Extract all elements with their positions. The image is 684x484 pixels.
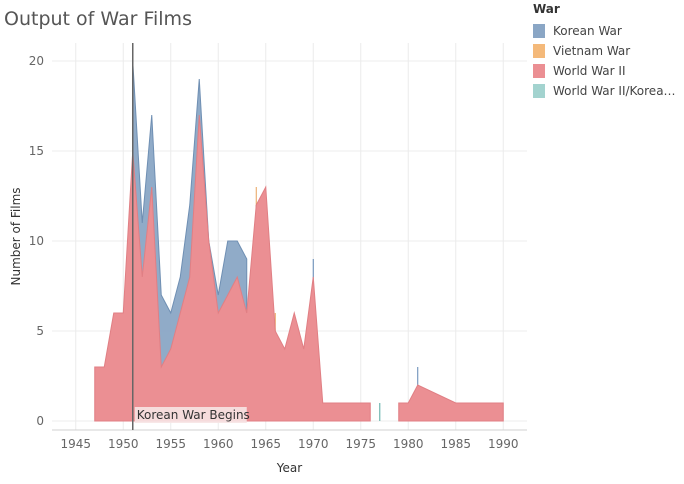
legend-item-vietnam-war[interactable]: Vietnam War (533, 41, 683, 61)
legend-swatch (533, 24, 545, 38)
area-world-war-ii (94, 114, 371, 422)
legend-label: World War II/Korean .. (553, 84, 681, 98)
x-tick-label: 1970 (298, 437, 329, 451)
x-tick-label: 1945 (60, 437, 91, 451)
chart-title: Output of War Films (4, 8, 192, 30)
legend-item-korean-war[interactable]: Korean War (533, 21, 683, 41)
legend-swatch (533, 84, 545, 98)
legend: War Korean War Vietnam War World War II … (533, 2, 683, 101)
y-tick-label: 5 (36, 324, 44, 338)
x-tick-label: 1980 (393, 437, 424, 451)
legend-label: World War II (553, 64, 626, 78)
legend-label: Korean War (553, 24, 622, 38)
x-tick-label: 1960 (203, 437, 234, 451)
x-tick-label: 1990 (488, 437, 519, 451)
x-tick-label: 1975 (345, 437, 376, 451)
x-tick-label: 1955 (155, 437, 186, 451)
legend-swatch (533, 44, 545, 58)
y-tick-label: 15 (29, 144, 44, 158)
legend-label: Vietnam War (553, 44, 631, 58)
annotation-background (134, 407, 247, 423)
y-axis-label: Number of Films (9, 187, 23, 285)
y-tick-label: 0 (36, 414, 44, 428)
legend-item-world-war-ii[interactable]: World War II (533, 61, 683, 81)
area-world-war-ii-late (398, 384, 504, 422)
x-axis-label: Year (276, 461, 302, 475)
legend-swatch (533, 64, 545, 78)
y-tick-label: 20 (29, 54, 44, 68)
x-tick-label: 1950 (108, 437, 139, 451)
legend-item-wwii-korean[interactable]: World War II/Korean .. (533, 81, 683, 101)
annotation-label: Korean War Begins (137, 408, 250, 422)
x-tick-label: 1985 (440, 437, 471, 451)
x-tick-label: 1965 (250, 437, 281, 451)
legend-title: War (533, 2, 560, 16)
y-tick-label: 10 (29, 234, 44, 248)
